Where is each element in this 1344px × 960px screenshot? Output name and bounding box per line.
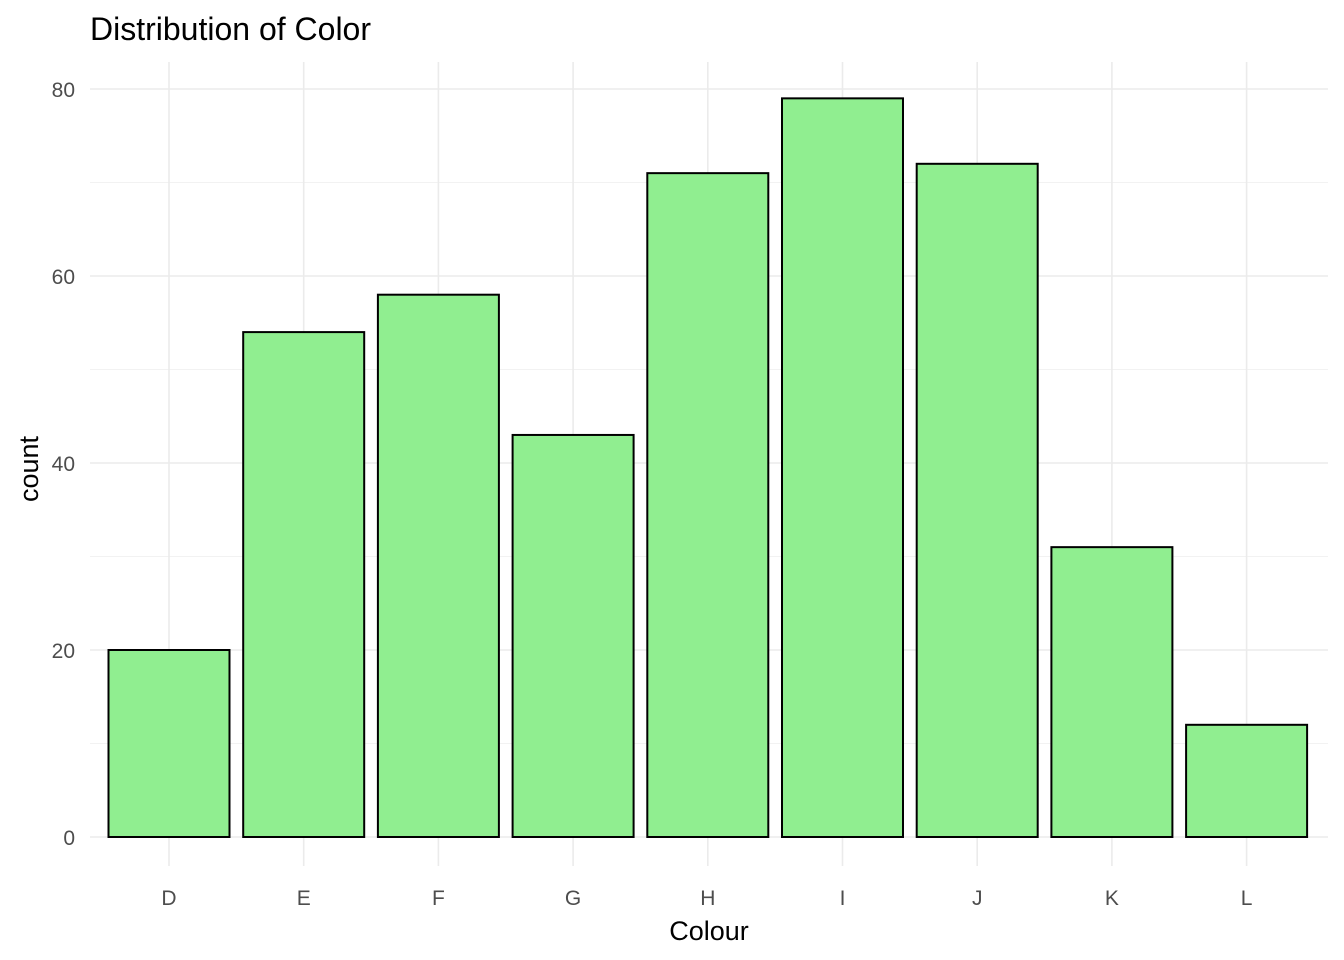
y-tick-label: 40 <box>52 453 75 476</box>
x-tick-label: H <box>700 887 715 910</box>
bar-J <box>915 162 1039 839</box>
bar-G <box>511 433 635 838</box>
x-tick-label: G <box>565 887 581 910</box>
x-tick-label: K <box>1105 887 1119 910</box>
bar-H <box>646 172 770 838</box>
bars <box>107 97 1309 839</box>
bar-K <box>1050 546 1174 839</box>
x-axis-ticks: D E F G H I J K L <box>161 887 1252 910</box>
bar-I <box>781 97 904 839</box>
bar-F <box>376 293 500 838</box>
x-tick-label: E <box>297 887 311 910</box>
x-axis-title: Colour <box>669 916 749 946</box>
bar-E <box>242 331 366 838</box>
y-tick-label: 80 <box>52 79 75 102</box>
chart-title: Distribution of Color <box>90 11 371 47</box>
x-tick-label: J <box>972 887 983 910</box>
x-tick-label: L <box>1241 887 1253 910</box>
bar-D <box>107 649 231 838</box>
y-axis-ticks: 0 20 40 60 80 <box>52 79 75 850</box>
y-axis-title: count <box>14 435 44 502</box>
y-tick-label: 60 <box>52 266 75 289</box>
y-tick-label: 20 <box>52 640 75 663</box>
x-tick-label: D <box>161 887 176 910</box>
x-tick-label: I <box>840 887 846 910</box>
y-tick-label: 0 <box>63 827 75 850</box>
x-tick-label: F <box>432 887 445 910</box>
bar-L <box>1185 723 1309 838</box>
